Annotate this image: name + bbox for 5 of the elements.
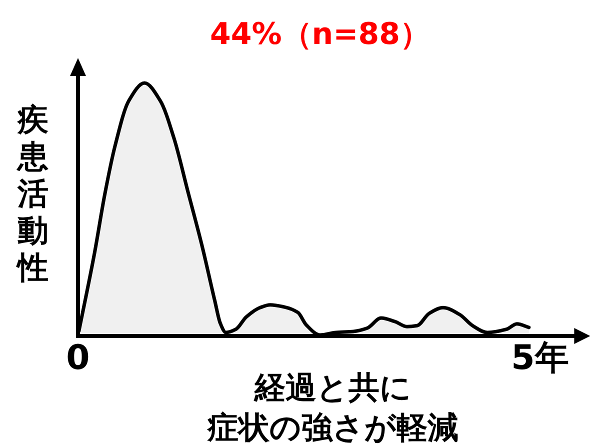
chart-title: 44%（n=88） bbox=[210, 17, 430, 52]
y-axis-title: 疾患活動性 bbox=[16, 102, 48, 286]
x-tick-label: 0 bbox=[66, 338, 90, 378]
x-axis-title: 経過と共に症状の強さが軽減 bbox=[206, 370, 458, 445]
x-tick-label: 5年 bbox=[511, 338, 569, 378]
